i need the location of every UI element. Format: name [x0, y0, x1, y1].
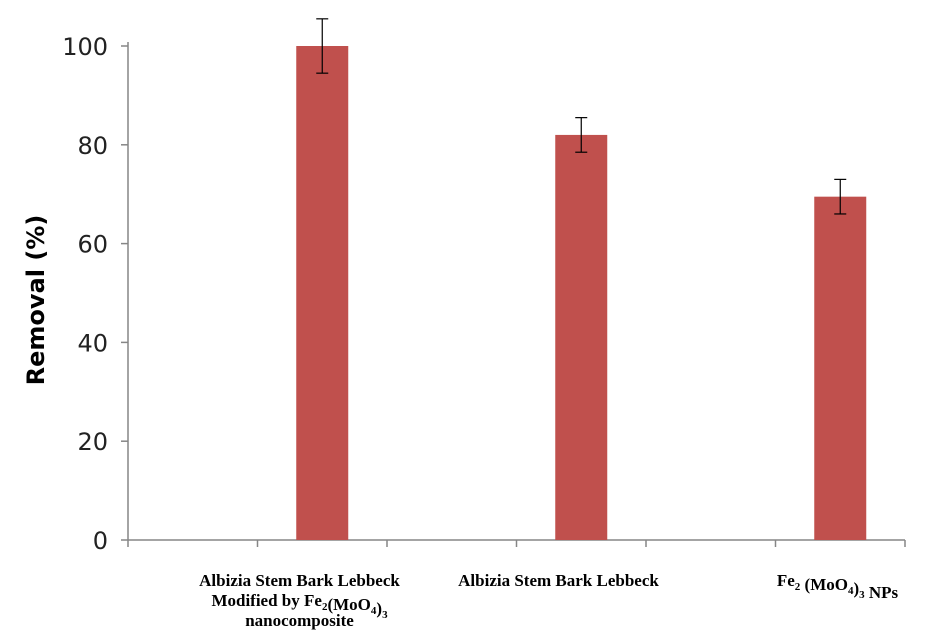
x-category-label: Modified by Fe2(MoO4)3 — [211, 591, 388, 621]
y-tick-label: 0 — [93, 527, 108, 555]
bar — [296, 46, 349, 540]
bar — [555, 134, 608, 541]
bar — [814, 196, 867, 541]
y-tick-label: 60 — [77, 231, 108, 259]
x-category-label: nanocomposite — [245, 611, 354, 630]
y-tick-label: 100 — [62, 33, 108, 61]
y-axis-label: Removal (%) — [22, 215, 50, 386]
y-tick-label: 40 — [77, 329, 108, 357]
x-category-label: Albizia Stem Bark Lebbeck — [199, 571, 400, 590]
x-category-label: Fe2 (MoO4)3 NPs — [777, 571, 899, 602]
y-tick-label: 80 — [77, 132, 108, 160]
y-tick-label: 20 — [77, 428, 108, 456]
x-category-label: Albizia Stem Bark Lebbeck — [458, 571, 659, 590]
